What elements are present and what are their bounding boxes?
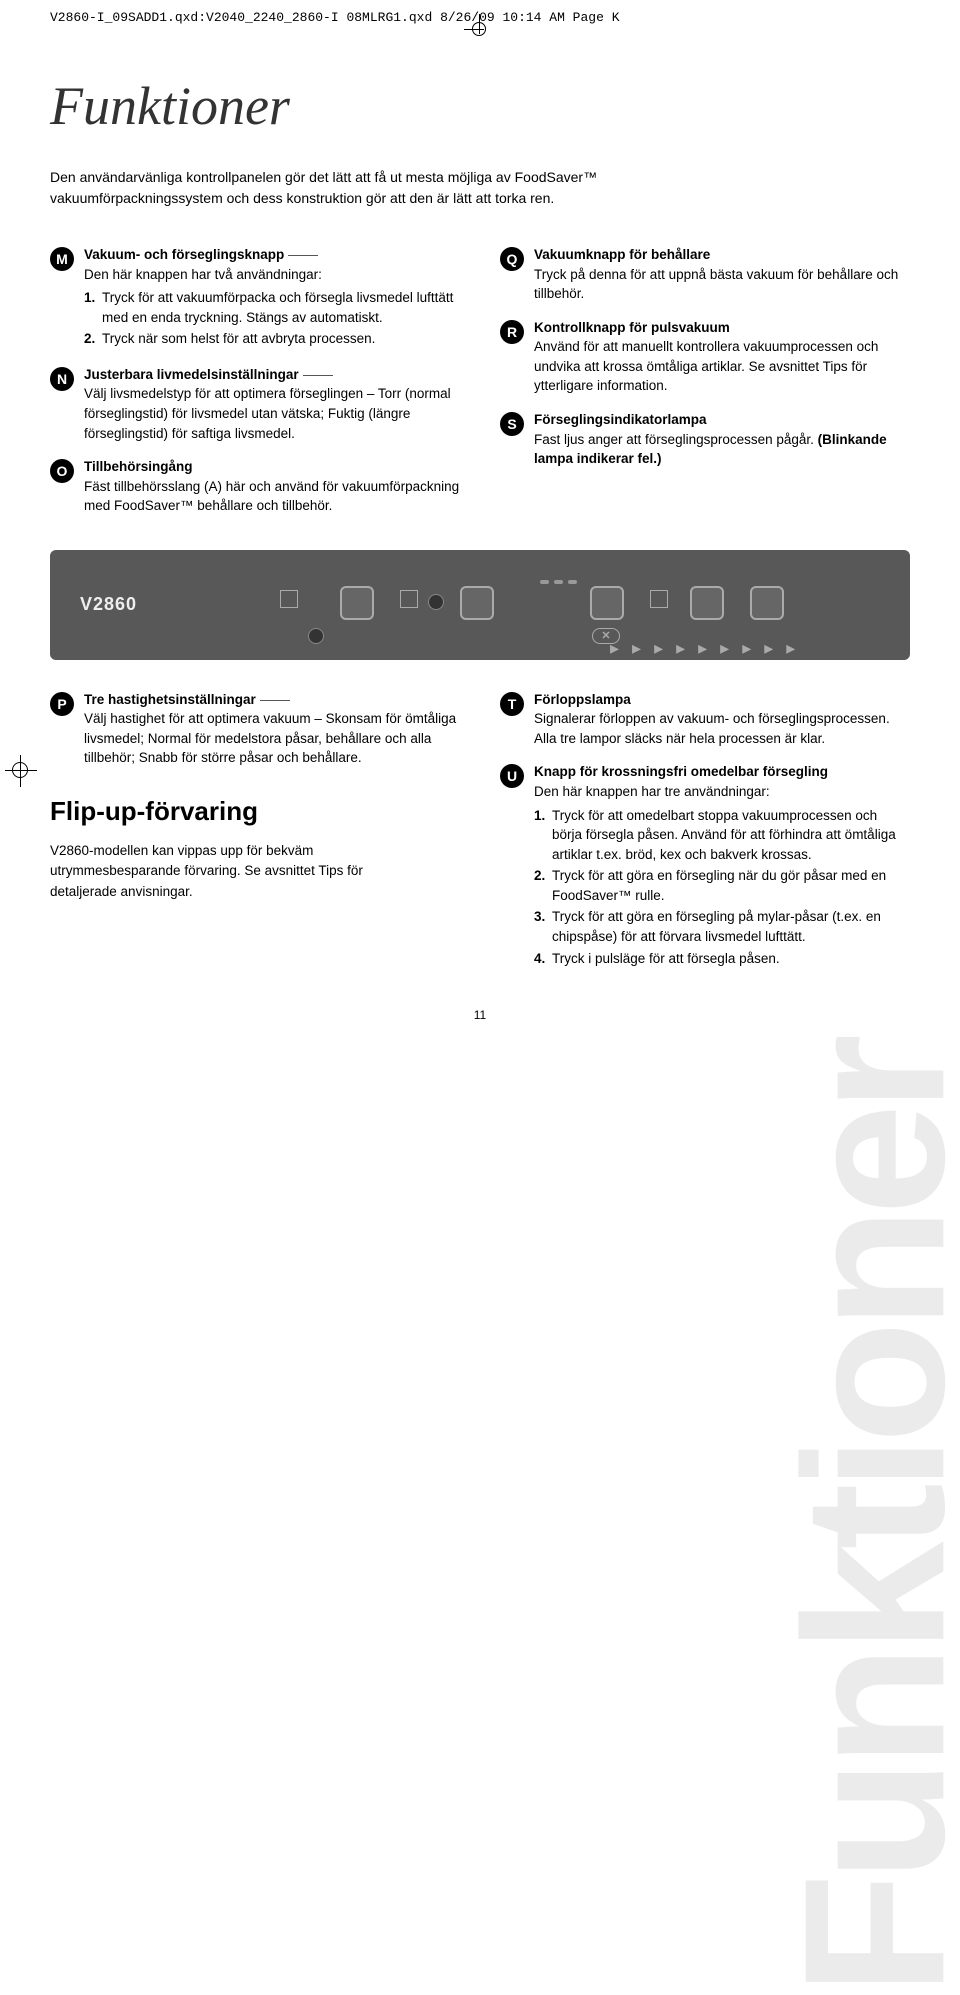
item-S: S Förseglingsindikatorlampa Fast ljus an… <box>500 410 910 469</box>
feature-columns-bottom: P Tre hastighetsinställningar Välj hasti… <box>50 690 910 984</box>
item-U: U Knapp för krossningsfri omedelbar förs… <box>500 762 910 970</box>
intro-text: Den användarvänliga kontrollpanelen gör … <box>50 167 690 209</box>
badge-U: U <box>500 764 524 788</box>
item-Q: Q Vakuumknapp för behållare Tryck på den… <box>500 245 910 304</box>
panel-button <box>750 586 784 620</box>
panel-indicator <box>540 580 549 584</box>
item-M: M Vakuum- och förseglingsknapp Den här k… <box>50 245 460 351</box>
badge-Q: Q <box>500 247 524 271</box>
item-N: N Justerbara livmedelsinställningar Välj… <box>50 365 460 443</box>
badge-S: S <box>500 412 524 436</box>
badge-R: R <box>500 320 524 344</box>
panel-button <box>460 586 494 620</box>
panel-arrows: ▸ ▸ ▸ ▸ ▸ ▸ ▸ ▸ ▸ <box>610 638 799 659</box>
panel-port <box>308 628 324 644</box>
item-O: O Tillbehörsingång Fäst tillbehörsslang … <box>50 457 460 516</box>
panel-indicator <box>568 580 577 584</box>
panel-icon <box>280 590 298 608</box>
panel-model-label: V2860 <box>80 594 137 615</box>
badge-P: P <box>50 692 74 716</box>
panel-icon <box>400 590 418 608</box>
registration-mark-left <box>10 760 32 782</box>
page-title: Funktioner <box>50 75 910 137</box>
panel-button <box>690 586 724 620</box>
badge-T: T <box>500 692 524 716</box>
watermark-text: Funktioner <box>760 1042 960 1995</box>
flip-heading: Flip-up-förvaring <box>50 796 460 827</box>
crop-mark-top <box>470 20 490 40</box>
control-panel-illustration: V2860 ✕ ▸ ▸ ▸ ▸ ▸ ▸ ▸ ▸ ▸ <box>50 550 910 660</box>
item-P: P Tre hastighetsinställningar Välj hasti… <box>50 690 460 768</box>
panel-button <box>340 586 374 620</box>
panel-button <box>590 586 624 620</box>
panel-icon <box>650 590 668 608</box>
badge-O: O <box>50 459 74 483</box>
item-T: T Förloppslampa Signalerar förloppen av … <box>500 690 910 749</box>
page-number: 11 <box>50 1008 910 1022</box>
badge-N: N <box>50 367 74 391</box>
badge-M: M <box>50 247 74 271</box>
feature-columns-top: M Vakuum- och förseglingsknapp Den här k… <box>50 245 910 530</box>
item-R: R Kontrollknapp för pulsvakuum Använd fö… <box>500 318 910 396</box>
panel-led <box>428 594 444 610</box>
panel-indicator <box>554 580 563 584</box>
flip-text: V2860-modellen kan vippas upp för bekväm… <box>50 841 430 902</box>
